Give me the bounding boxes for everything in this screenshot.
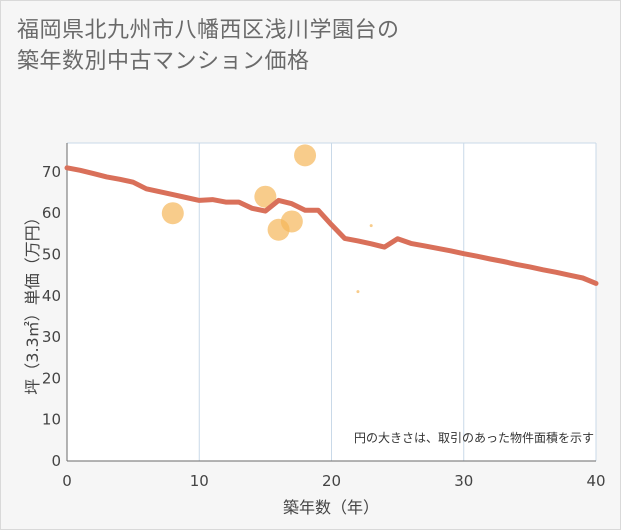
data-point-bubble [254, 185, 277, 208]
data-point-bubble [369, 224, 373, 228]
data-point-bubble [280, 210, 303, 233]
data-point-bubble [161, 202, 184, 225]
chart-title-line1: 福岡県北九州市八幡西区浅川学園台の [17, 18, 400, 43]
y-tick-label: 40 [42, 287, 61, 305]
x-tick-labels: 0 10 20 30 40 [62, 472, 605, 490]
chart-title: 福岡県北九州市八幡西区浅川学園台の 築年数別中古マンション価格 [17, 15, 400, 77]
y-axis-label: 坪（3.3㎡）単価（万円） [23, 209, 42, 394]
data-point-bubble [294, 144, 317, 167]
data-point-bubble [356, 290, 360, 294]
y-tick-label: 10 [42, 411, 61, 429]
bubble-layer [161, 144, 373, 294]
y-tick-label: 70 [42, 163, 61, 181]
y-tick-label: 20 [42, 369, 61, 387]
x-axis-label: 築年数（年） [283, 498, 379, 517]
x-tick-label: 20 [322, 472, 341, 490]
grid-lines [66, 142, 597, 462]
y-tick-label: 30 [42, 328, 61, 346]
y-tick-label: 60 [42, 204, 61, 222]
x-tick-label: 30 [454, 472, 473, 490]
y-tick-label: 0 [51, 452, 61, 470]
x-tick-label: 40 [586, 472, 605, 490]
trend-line [64, 165, 599, 286]
y-tick-label: 50 [42, 246, 61, 264]
area-note: 円の大きさは、取引のあった物件面積を示す [354, 430, 594, 445]
x-tick-label: 0 [62, 472, 72, 490]
x-tick-label: 10 [190, 472, 209, 490]
chart-title-line2: 築年数別中古マンション価格 [17, 49, 310, 74]
y-tick-labels: 0 10 20 30 40 50 60 70 [42, 163, 61, 470]
